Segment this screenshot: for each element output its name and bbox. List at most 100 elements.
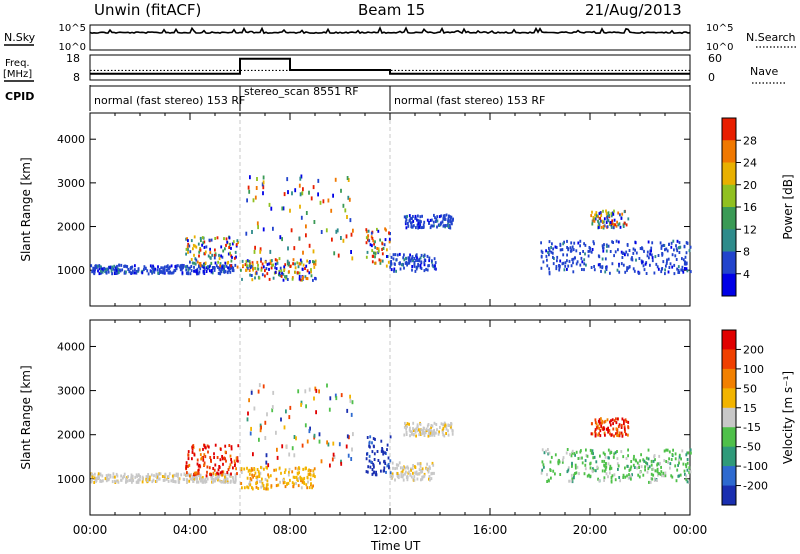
heatmap-cell — [666, 260, 668, 264]
heatmap-cell — [439, 425, 441, 429]
heatmap-cell — [280, 274, 283, 278]
heatmap-cell — [128, 270, 131, 274]
heatmap-cell — [559, 264, 561, 268]
heatmap-cell — [371, 472, 374, 476]
heatmap-cell — [270, 266, 273, 270]
heatmap-cell — [396, 474, 399, 478]
heatmap-cell — [101, 267, 104, 271]
heatmap-cell — [548, 451, 551, 455]
heatmap-cell — [690, 451, 692, 455]
heatmap-cell — [205, 270, 208, 273]
heatmap-cell — [192, 247, 194, 251]
heatmap-cell — [205, 474, 208, 478]
heatmap-cell — [264, 477, 267, 481]
heatmap-cell — [187, 239, 189, 243]
heatmap-cell — [447, 429, 449, 433]
heatmap-cell — [406, 263, 408, 267]
heatmap-cell — [189, 260, 191, 264]
heatmap-cell — [595, 211, 598, 215]
heatmap-cell — [428, 477, 430, 481]
heatmap-cell — [615, 432, 617, 436]
heatmap-cell — [183, 472, 186, 476]
heatmap-cell — [685, 474, 688, 478]
heatmap-cell — [199, 453, 202, 457]
heatmap-cell — [350, 232, 353, 237]
heatmap-cell — [583, 262, 586, 266]
heatmap-cell — [309, 426, 311, 431]
heatmap-cell — [445, 432, 447, 435]
heatmap-cell — [115, 271, 118, 275]
heatmap-cell — [602, 224, 605, 228]
heatmap-cell — [412, 471, 414, 475]
heatmap-cell — [616, 457, 619, 461]
heatmap-cell — [431, 259, 433, 263]
heatmap-cell — [164, 478, 166, 482]
heatmap-cell — [638, 466, 640, 469]
heatmap-cell — [275, 468, 277, 472]
heatmap-cell — [307, 469, 310, 473]
heatmap-cell — [318, 432, 321, 437]
heatmap-cell — [416, 423, 419, 427]
heatmap-cell — [261, 273, 264, 277]
heatmap-cell — [157, 265, 159, 269]
heatmap-cell — [385, 228, 387, 232]
heatmap-cell — [625, 432, 627, 436]
heatmap-cell — [616, 431, 619, 435]
heatmap-cell — [599, 219, 602, 223]
heatmap-cell — [584, 467, 587, 471]
heatmap-cell — [425, 467, 428, 471]
heatmap-cell — [197, 471, 200, 475]
beam-title: Beam 15 — [358, 1, 425, 19]
heatmap-cell — [627, 476, 630, 480]
heatmap-cell — [305, 277, 308, 280]
heatmap-cell — [262, 175, 265, 180]
heatmap-cell — [605, 266, 607, 270]
heatmap-cell — [246, 476, 249, 480]
heatmap-cell — [255, 485, 258, 489]
heatmap-cell — [579, 456, 582, 460]
nsky-series — [89, 25, 691, 35]
heatmap-cell — [183, 478, 186, 481]
heatmap-cell — [302, 187, 304, 192]
heatmap-cell — [412, 429, 415, 433]
heatmap-cell — [190, 265, 193, 268]
heatmap-cell — [598, 426, 601, 430]
heatmap-cell — [232, 466, 234, 470]
heatmap-cell — [366, 470, 369, 474]
heatmap-cell — [650, 249, 652, 253]
heatmap-cell — [605, 465, 608, 469]
heatmap-cell — [409, 426, 411, 430]
heatmap-cell — [99, 479, 102, 483]
heatmap-cell — [230, 472, 232, 476]
heatmap-cell — [409, 216, 412, 220]
heatmap-cell — [314, 475, 316, 479]
heatmap-cell — [624, 466, 626, 470]
heatmap-cell — [563, 268, 566, 272]
heatmap-cell — [557, 460, 560, 464]
heatmap-cell — [678, 455, 681, 459]
heatmap-cell — [376, 450, 379, 453]
heatmap-cell — [681, 449, 684, 453]
heatmap-cell — [278, 269, 281, 273]
heatmap-cell — [617, 223, 620, 227]
heatmap-cell — [381, 242, 384, 246]
heatmap-cell — [262, 384, 265, 389]
heatmap-cell — [552, 247, 554, 251]
colorbar-tick-label: 200 — [743, 343, 764, 356]
heatmap-cell — [390, 255, 393, 259]
heatmap-cell — [632, 247, 635, 251]
heatmap-cell — [545, 254, 548, 258]
heatmap-cell — [240, 467, 243, 471]
heatmap-cell — [234, 462, 236, 466]
heatmap-cell — [593, 219, 596, 223]
heatmap-cell — [156, 268, 159, 272]
heatmap-cell — [248, 189, 251, 194]
heatmap-cell — [284, 275, 286, 279]
heatmap-cell — [221, 473, 224, 477]
heatmap-cell — [411, 256, 414, 260]
heatmap-cell — [298, 277, 301, 281]
heatmap-cell — [568, 259, 571, 263]
heatmap-cell — [583, 242, 585, 246]
heatmap-cell — [449, 223, 451, 227]
heatmap-cell — [287, 246, 289, 251]
